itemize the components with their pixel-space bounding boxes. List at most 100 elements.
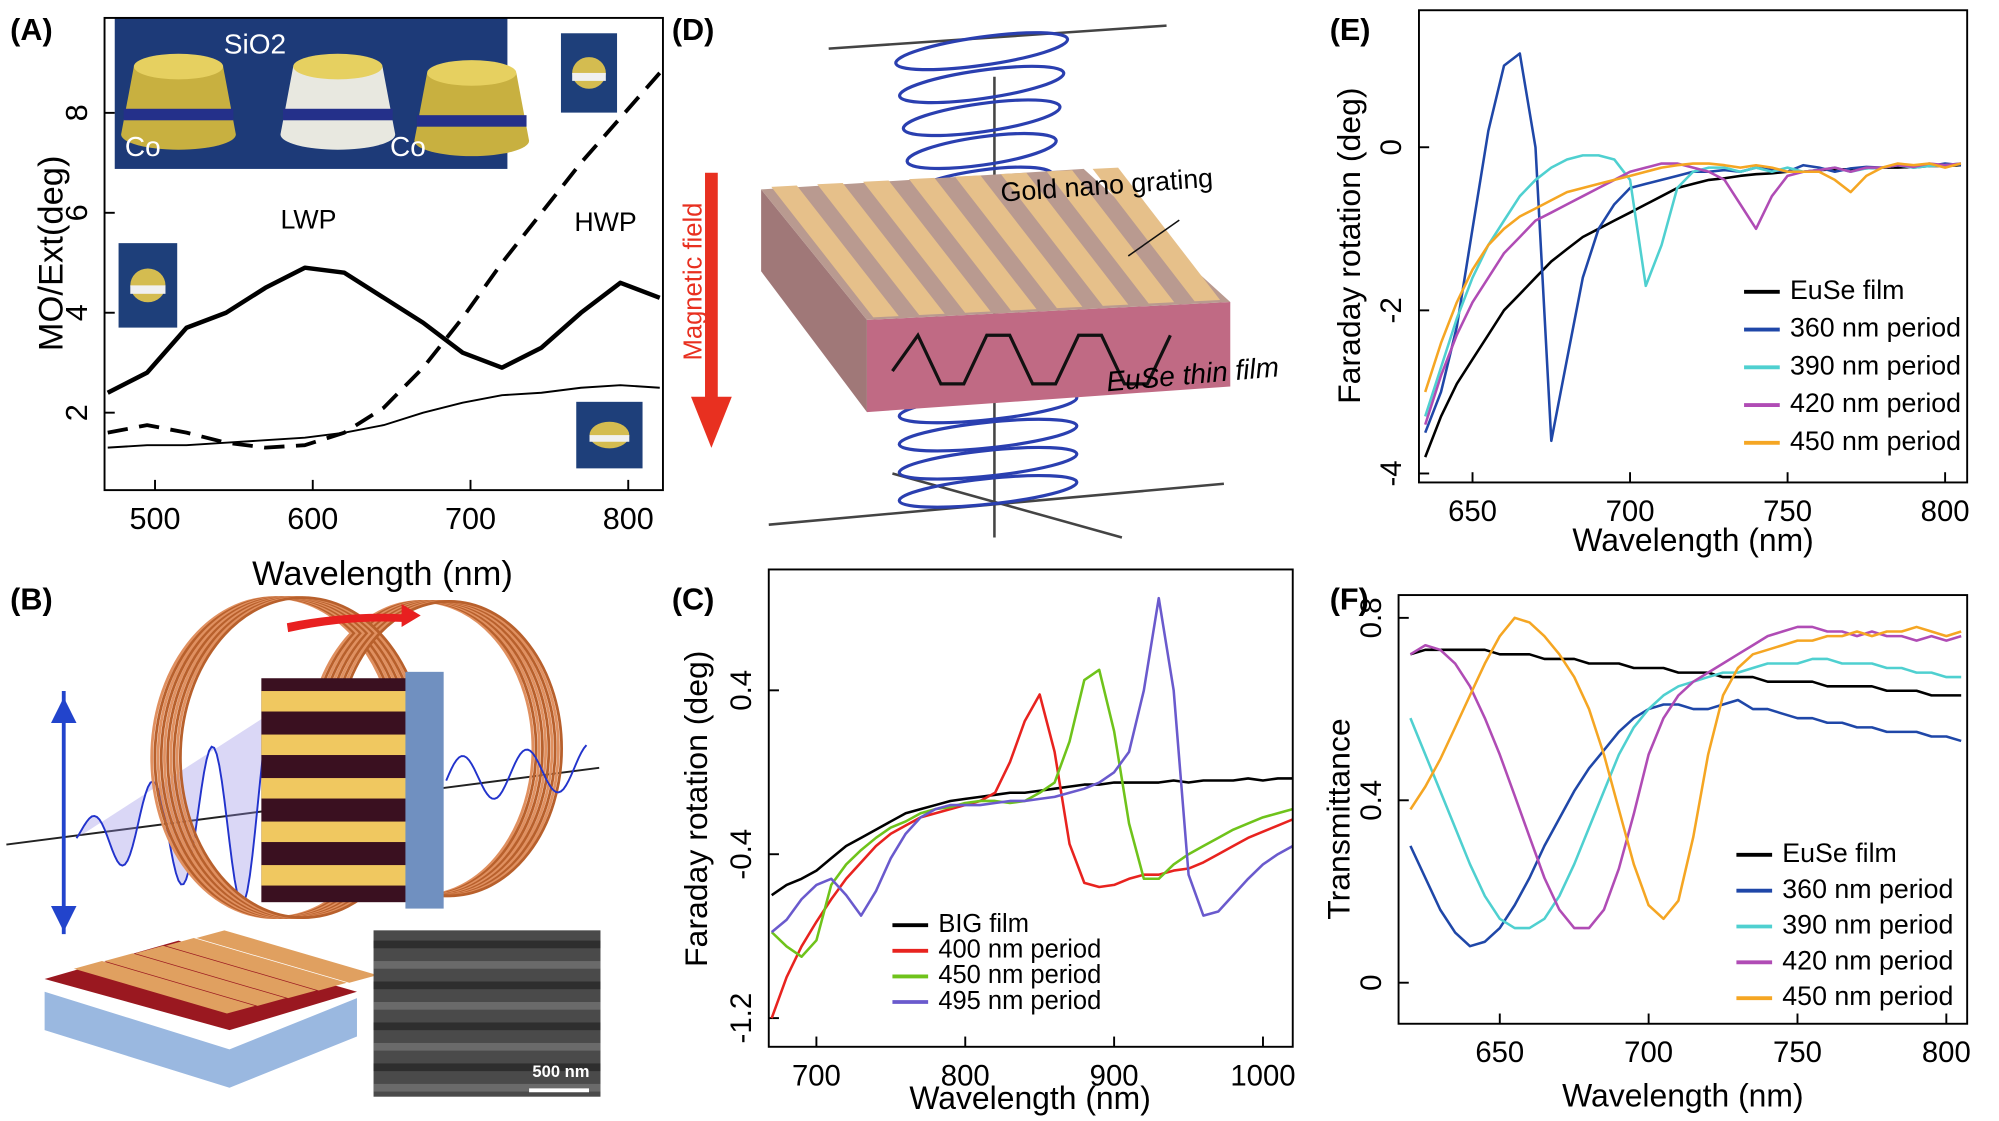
helix-loop [905, 131, 1058, 171]
plot-frame [1397, 594, 1969, 1025]
sem-line [373, 1063, 601, 1072]
small-band [130, 285, 166, 294]
legend-label: 360 nm period [1790, 313, 1961, 343]
x-tick-label: 800 [1922, 1036, 1971, 1069]
y-tick-label: -2 [1375, 297, 1408, 323]
plot-area [106, 71, 662, 450]
substrate [405, 671, 444, 909]
legend-label: 495 nm period [938, 987, 1101, 1015]
field-arrow [286, 604, 421, 633]
series-line [1409, 698, 1962, 948]
annotation: LWP [281, 204, 337, 234]
sem-line [373, 940, 601, 949]
helix-loop [897, 64, 1066, 105]
pillar-band [416, 115, 527, 127]
slab-bottom [44, 991, 357, 1088]
plot-area [1409, 616, 1962, 948]
plot-frame [103, 16, 664, 492]
grating-stripe [261, 821, 408, 843]
y-tick-label: 6 [60, 204, 94, 221]
series-line [1409, 625, 1962, 930]
series-line [1423, 162, 1962, 425]
helix-loop [897, 417, 1079, 453]
series-line [770, 693, 1293, 1019]
film-front [866, 302, 1231, 413]
x-tick-label: 650 [1448, 495, 1497, 528]
panel-label: (A) [10, 13, 52, 47]
annotation: HWP [574, 207, 636, 237]
grating-stripe [261, 865, 408, 886]
gold-stripe [954, 175, 1083, 309]
pillar-top [133, 53, 224, 80]
series-line [1423, 162, 1962, 393]
pointer [1127, 219, 1180, 257]
inset-label: Co [390, 131, 426, 162]
legend-label: EuSe film [1790, 275, 1905, 305]
field-label: Magnetic field [680, 203, 708, 361]
scale-bar-label: 500 nm [532, 1062, 589, 1081]
gold-stripe [1092, 167, 1221, 302]
series-line [106, 265, 661, 395]
grating-stripe [261, 778, 408, 799]
x-tick-label: 700 [792, 1059, 841, 1092]
x-tick-label: 800 [941, 1059, 990, 1092]
legend-label: 450 nm period [1790, 426, 1961, 456]
legend-label: 420 nm period [1782, 945, 1953, 975]
helix-loop [894, 31, 1070, 72]
series-line [1409, 616, 1962, 921]
gold-stripe [1000, 172, 1129, 306]
x-axis-label: Wavelength (nm) [252, 555, 513, 593]
film-side [761, 189, 867, 413]
y-tick-label: 4 [60, 304, 94, 321]
legend-label: 450 nm period [938, 961, 1101, 989]
gold-stripe [863, 180, 991, 313]
y-tick-label: 2 [60, 404, 94, 421]
slab-stripe [104, 953, 286, 1006]
gold-stripe [817, 182, 945, 316]
arrow-head [50, 906, 77, 932]
field-arrow-head [690, 396, 732, 448]
x-tick-label: 700 [445, 502, 496, 536]
legend-label: 390 nm period [1782, 910, 1953, 940]
x-tick-label: 800 [603, 502, 654, 536]
legend-label: 450 nm period [1782, 981, 1953, 1011]
legend-label: 360 nm period [1782, 874, 1953, 904]
sem-line [373, 961, 601, 969]
panel-label: (E) [1330, 13, 1371, 47]
x-tick-label: 900 [1090, 1059, 1139, 1092]
plot-frame [767, 568, 1294, 1048]
inset-label: Co [125, 131, 161, 162]
field-arrow-shaft [705, 172, 718, 404]
axis [892, 472, 1123, 539]
pillar [121, 66, 236, 150]
y-axis-label: Faraday rotation (deg) [1331, 87, 1367, 403]
plot-area [770, 596, 1293, 1019]
pillar-top [293, 53, 383, 80]
zigzag [891, 332, 1172, 386]
series-line [770, 668, 1293, 958]
legend-label: 390 nm period [1790, 350, 1961, 380]
gold-stripe [771, 185, 899, 318]
series-line [1410, 648, 1962, 697]
x-tick-label: 700 [1624, 1036, 1673, 1069]
slab-stripe [196, 930, 378, 983]
pillar [280, 66, 396, 150]
gold-stripe [1046, 170, 1175, 304]
plot-frame [1418, 9, 1969, 484]
x-axis-label: Wavelength (nm) [1572, 522, 1813, 558]
x-tick-label: 600 [287, 502, 338, 536]
panel-label: (C) [672, 583, 714, 617]
panel-label: (D) [672, 13, 714, 47]
y-axis-label: Faraday rotation (deg) [678, 651, 714, 967]
helix-loop [897, 474, 1079, 509]
small-pillar [572, 57, 606, 89]
x-tick-label: 700 [1606, 495, 1655, 528]
series-line [770, 777, 1293, 897]
legend-label: BIG film [938, 910, 1029, 938]
pillar-band [123, 108, 234, 121]
y-tick-label: 0.8 [1355, 597, 1388, 638]
y-tick-label: -4 [1375, 460, 1408, 486]
series-line [107, 71, 662, 450]
